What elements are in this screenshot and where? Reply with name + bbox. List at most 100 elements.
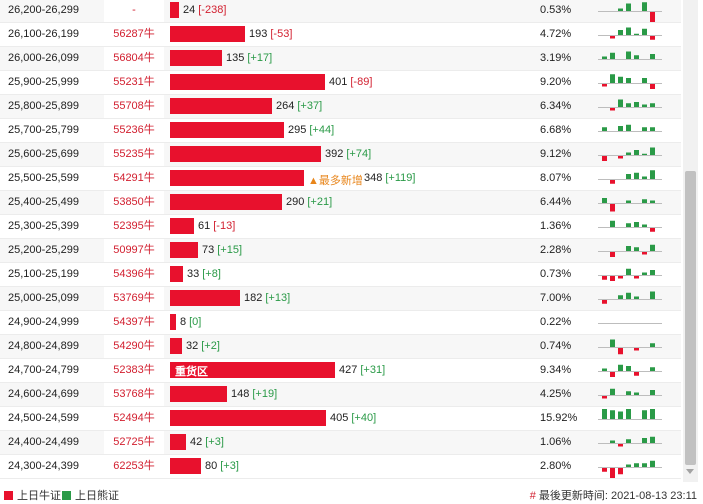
- count-change: [+2]: [201, 340, 220, 352]
- sparkline-bar: [642, 438, 647, 443]
- count-value: 427 [+31]: [339, 364, 385, 376]
- strike-range: 25,200-25,299: [8, 244, 79, 256]
- count-number: 182: [244, 292, 263, 304]
- table-row[interactable]: 25,900-25,999 55231牛 401 [-89] 9.20%: [0, 71, 681, 95]
- sparkline-bar: [610, 74, 615, 83]
- volume-bar: [170, 410, 326, 426]
- sparkline-bar: [618, 411, 623, 419]
- sparkline-bar: [626, 391, 631, 395]
- share-percent: 9.20%: [540, 76, 572, 88]
- cbbc-code[interactable]: 62253牛: [104, 455, 164, 478]
- table-row[interactable]: 26,200-26,299 - 24 [-238] 0.53%: [0, 0, 681, 23]
- cbbc-code[interactable]: 52395牛: [104, 215, 164, 238]
- cbbc-code[interactable]: 54396牛: [104, 263, 164, 286]
- sparkline-bar: [650, 147, 655, 155]
- table-row[interactable]: 24,700-24,799 52383牛 重货区 427 [+31] 9.34%: [0, 359, 681, 383]
- sparkline-bar: [642, 127, 647, 131]
- count-number: 348: [364, 172, 383, 184]
- scrollbar-thumb[interactable]: [685, 171, 696, 465]
- volume-bar: [170, 242, 198, 258]
- cbbc-code[interactable]: 55231牛: [104, 71, 164, 94]
- table-row[interactable]: 24,600-24,699 53768牛 148 [+19] 4.25%: [0, 383, 681, 407]
- sparkline-bar: [634, 222, 639, 227]
- sparkline-bar: [634, 296, 639, 299]
- cbbc-code[interactable]: 53850牛: [104, 191, 164, 214]
- count-change: [+17]: [247, 52, 273, 64]
- table-row[interactable]: 25,800-25,899 55708牛 264 [+37] 6.34%: [0, 95, 681, 119]
- cbbc-code[interactable]: 52494牛: [104, 407, 164, 430]
- cbbc-code[interactable]: 55236牛: [104, 119, 164, 142]
- cbbc-code[interactable]: 52383牛: [104, 359, 164, 382]
- share-percent: 4.72%: [540, 28, 572, 40]
- cbbc-code[interactable]: 55708牛: [104, 95, 164, 118]
- count-number: 32: [186, 340, 199, 352]
- table-row[interactable]: 24,800-24,899 54290牛 32 [+2] 0.74%: [0, 335, 681, 359]
- sparkline-bar: [610, 108, 615, 111]
- sparkline-bar: [650, 12, 655, 22]
- sparkline-bar: [602, 56, 607, 59]
- table-row[interactable]: 24,300-24,399 62253牛 80 [+3] 2.80%: [0, 455, 681, 479]
- strike-range: 24,500-24,599: [8, 412, 79, 424]
- cbbc-code[interactable]: 50997牛: [104, 239, 164, 262]
- sparkline-bar: [634, 463, 639, 467]
- table-row[interactable]: 26,000-26,099 56804牛 135 [+17] 3.19%: [0, 47, 681, 71]
- sparkline-bar: [650, 103, 655, 107]
- table-row[interactable]: 24,400-24,499 52725牛 42 [+3] 1.06%: [0, 431, 681, 455]
- sparkline-bar: [626, 268, 631, 275]
- table-row[interactable]: 25,000-25,099 53769牛 182 [+13] 7.00%: [0, 287, 681, 311]
- cbbc-code[interactable]: 52725牛: [104, 431, 164, 454]
- count-value: 401 [-89]: [329, 76, 372, 88]
- sparkline-bar: [634, 372, 639, 376]
- strike-range: 25,400-25,499: [8, 196, 79, 208]
- sparkline-bar: [642, 104, 647, 107]
- cbbc-code[interactable]: 53768牛: [104, 383, 164, 406]
- table-row[interactable]: 24,900-24,999 54397牛 8 [0] 0.22%: [0, 311, 681, 335]
- sparkline-bar: [610, 252, 615, 257]
- cbbc-code[interactable]: 56804牛: [104, 47, 164, 70]
- history-sparkline: [598, 436, 662, 447]
- cbbc-code[interactable]: -: [104, 0, 164, 22]
- cbbc-code[interactable]: 54397牛: [104, 311, 164, 334]
- sparkline-bar: [618, 468, 623, 475]
- cbbc-code[interactable]: 53769牛: [104, 287, 164, 310]
- volume-bar: [170, 458, 201, 474]
- scroll-down-arrow-icon[interactable]: [686, 469, 694, 474]
- sparkline-bar: [602, 156, 607, 161]
- sparkline-bar: [642, 252, 647, 255]
- volume-bar: [170, 26, 245, 42]
- table-row[interactable]: 24,500-24,599 52494牛 405 [+40] 15.92%: [0, 407, 681, 431]
- table-row[interactable]: 26,100-26,199 56287牛 193 [-53] 4.72%: [0, 23, 681, 47]
- strike-range: 25,000-25,099: [8, 292, 79, 304]
- history-sparkline: [598, 339, 662, 355]
- count-value: 42 [+3]: [190, 436, 224, 448]
- history-sparkline: [598, 460, 662, 478]
- vertical-scrollbar[interactable]: [683, 0, 698, 482]
- history-sparkline: [598, 220, 662, 232]
- volume-bar: [170, 50, 222, 66]
- count-value: 405 [+40]: [330, 412, 376, 424]
- table-row[interactable]: 25,300-25,399 52395牛 61 [-13] 1.36%: [0, 215, 681, 239]
- table-row[interactable]: 25,100-25,199 54396牛 33 [+8] 0.73%: [0, 263, 681, 287]
- cbbc-code[interactable]: 54290牛: [104, 335, 164, 358]
- table-row[interactable]: 25,600-25,699 55235牛 392 [+74] 9.12%: [0, 143, 681, 167]
- sparkline-bar: [626, 223, 631, 227]
- sparkline-bar: [650, 343, 655, 347]
- sparkline-bar: [642, 78, 647, 83]
- count-number: 264: [276, 100, 295, 112]
- table-row[interactable]: 25,200-25,299 50997牛 73 [+15] 2.28%: [0, 239, 681, 263]
- table-row[interactable]: 25,400-25,499 53850牛 290 [+21] 6.44%: [0, 191, 681, 215]
- history-sparkline: [598, 198, 662, 212]
- table-row[interactable]: 25,700-25,799 55236牛 295 [+44] 6.68%: [0, 119, 681, 143]
- count-number: 135: [226, 52, 245, 64]
- strike-range: 24,400-24,499: [8, 436, 79, 448]
- count-value: 264 [+37]: [276, 100, 322, 112]
- cbbc-code[interactable]: 56287牛: [104, 23, 164, 46]
- sparkline-bar: [626, 152, 631, 155]
- cbbc-code[interactable]: 55235牛: [104, 143, 164, 166]
- cbbc-code[interactable]: 54291牛: [104, 167, 164, 190]
- sparkline-bar: [650, 390, 655, 395]
- sparkline-bar: [626, 174, 631, 179]
- volume-bar: [170, 434, 186, 450]
- table-row[interactable]: 25,500-25,599 54291牛 ▲最多新增 348 [+119] 8.07%: [0, 167, 681, 191]
- sparkline-bar: [650, 127, 655, 131]
